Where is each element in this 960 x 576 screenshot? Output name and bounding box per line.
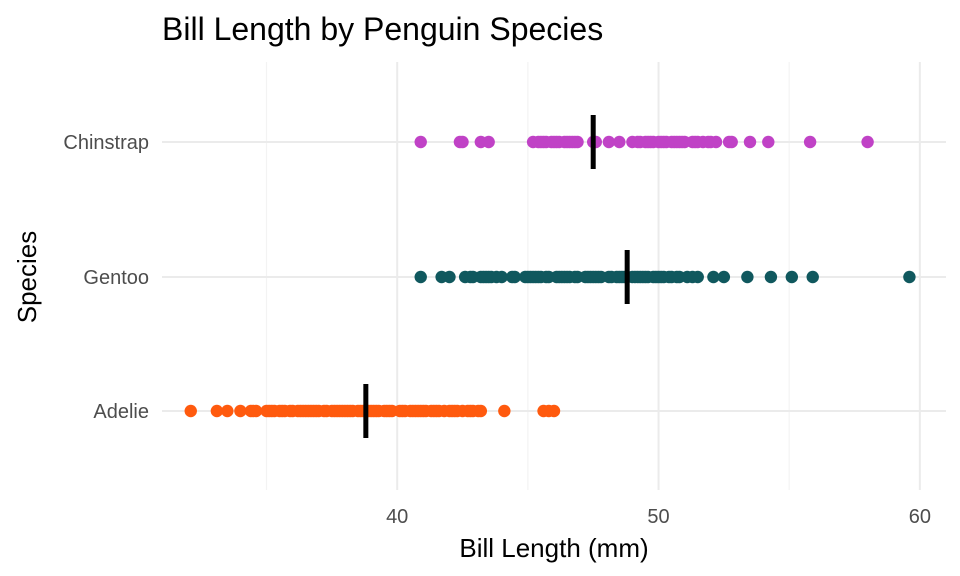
gentoo-point-12	[495, 270, 508, 284]
labels-layer: 40 50 60 Adelie Gentoo Chinstrap	[63, 132, 931, 528]
adelie-point-3	[234, 404, 247, 418]
chinstrap-point-47	[709, 135, 723, 149]
gentoo-point-70	[806, 270, 819, 284]
x-axis-title: Bill Length (mm)	[459, 533, 648, 563]
gentoo-point-71	[903, 270, 916, 284]
adelie-point-74	[498, 404, 511, 418]
adelie-point-6	[249, 404, 263, 418]
y-axis-title: Species	[12, 231, 42, 324]
gentoo-point-68	[764, 270, 778, 284]
gentoo-point-67	[741, 270, 754, 284]
points-layer	[184, 135, 916, 418]
gentoo-point-0	[414, 270, 427, 284]
chart-title: Bill Length by Penguin Species	[162, 11, 603, 47]
chinstrap-point-23	[613, 135, 626, 149]
y-tick-label-adelie: Adelie	[93, 401, 149, 423]
x-tick-label-40: 40	[386, 506, 408, 528]
means-layer	[363, 115, 630, 438]
chinstrap-point-19	[571, 135, 584, 149]
chinstrap-point-2	[456, 135, 469, 149]
gentoo-point-69	[785, 270, 799, 284]
adelie-point-73	[474, 404, 488, 418]
chinstrap-point-50	[743, 135, 757, 149]
chinstrap-point-0	[414, 135, 427, 149]
y-tick-label-gentoo: Gentoo	[83, 267, 149, 289]
gentoo-point-64	[691, 270, 704, 284]
chinstrap-point-22	[602, 135, 616, 149]
chinstrap-point-49	[725, 135, 738, 149]
chinstrap-point-52	[803, 135, 817, 149]
x-tick-label-50: 50	[647, 506, 669, 528]
chinstrap-point-53	[861, 135, 874, 149]
chinstrap-point-4	[482, 135, 495, 149]
adelie-point-77	[547, 404, 561, 418]
gentoo-point-65	[707, 270, 720, 284]
y-tick-label-chinstrap: Chinstrap	[63, 132, 149, 154]
gentoo-point-66	[717, 270, 731, 284]
adelie-point-2	[221, 404, 234, 418]
adelie-point-0	[184, 404, 197, 418]
gentoo-point-2	[443, 270, 456, 284]
x-tick-label-60: 60	[909, 506, 931, 528]
chinstrap-point-51	[762, 135, 775, 149]
gentoo-point-14	[508, 270, 521, 284]
adelie-point-1	[210, 404, 224, 418]
